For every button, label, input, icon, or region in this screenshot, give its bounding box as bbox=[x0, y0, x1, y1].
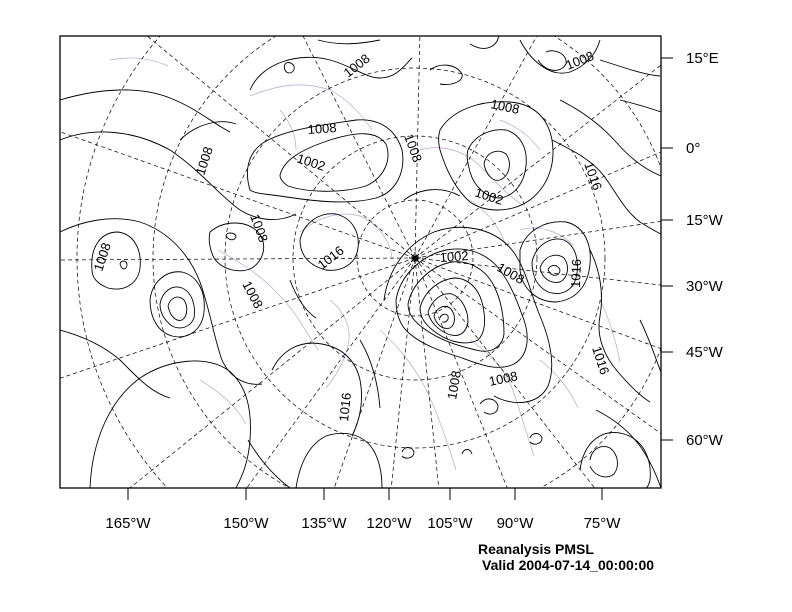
contour-label: 1002 bbox=[295, 151, 327, 174]
map-frame bbox=[59, 35, 662, 489]
contour-label: 1016 bbox=[581, 160, 605, 192]
lat-tick-label: 0° bbox=[686, 140, 700, 157]
contour-label: 1016 bbox=[315, 243, 347, 273]
lon-tick-label: 135°W bbox=[301, 515, 347, 532]
valid-time: Valid 2004-07-14_00:00:00 bbox=[482, 557, 655, 573]
contour-label: 1016 bbox=[336, 392, 354, 422]
contour-labels: 1008 1008 1008 1008 1008 1008 1008 1008 … bbox=[91, 48, 613, 422]
contour-label: 1008 bbox=[488, 368, 519, 389]
contour-label: 1008 bbox=[444, 369, 464, 400]
right-axis: 15°E 0° 15°W 30°W 45°W 60°W bbox=[661, 50, 724, 449]
contour-label: 1008 bbox=[247, 212, 271, 244]
lon-tick-label: 90°W bbox=[497, 515, 535, 532]
map-content: 1008 1008 1008 1008 1008 1008 1008 1008 … bbox=[60, 36, 661, 488]
pole-mark bbox=[409, 252, 421, 264]
lon-tick-label: 120°W bbox=[366, 515, 412, 532]
contour-label: 1008 bbox=[489, 96, 520, 117]
lon-tick-label: 150°W bbox=[223, 515, 269, 532]
contour-label: 1008 bbox=[564, 48, 596, 73]
lon-tick-label: 105°W bbox=[427, 515, 473, 532]
contour-label: 1016 bbox=[568, 259, 584, 288]
lat-tick-label: 60°W bbox=[686, 432, 724, 449]
contour-label: 1002 bbox=[439, 248, 469, 265]
contour-label: 1008 bbox=[193, 145, 216, 177]
contour-label: 1008 bbox=[495, 260, 528, 287]
contour-label: 1008 bbox=[401, 132, 425, 164]
lon-tick-label: 75°W bbox=[584, 515, 622, 532]
bottom-axis: 165°W 150°W 135°W 120°W 105°W 90°W 75°W bbox=[105, 488, 621, 532]
map-title: Reanalysis PMSL bbox=[478, 541, 594, 557]
lon-tick-label: 165°W bbox=[105, 515, 151, 532]
lat-tick-label: 15°E bbox=[686, 50, 719, 67]
isobars bbox=[60, 36, 661, 488]
contour-label: 1002 bbox=[473, 185, 505, 208]
contour-label: 1008 bbox=[91, 241, 114, 273]
contour-label: 1008 bbox=[239, 278, 266, 311]
lat-tick-label: 15°W bbox=[686, 212, 724, 229]
contour-label: 1008 bbox=[307, 120, 337, 137]
contour-label: 1016 bbox=[589, 344, 612, 376]
lat-tick-label: 30°W bbox=[686, 278, 724, 295]
graticule bbox=[60, 36, 661, 488]
lat-tick-label: 45°W bbox=[686, 344, 724, 361]
contour-label: 1008 bbox=[341, 51, 373, 81]
